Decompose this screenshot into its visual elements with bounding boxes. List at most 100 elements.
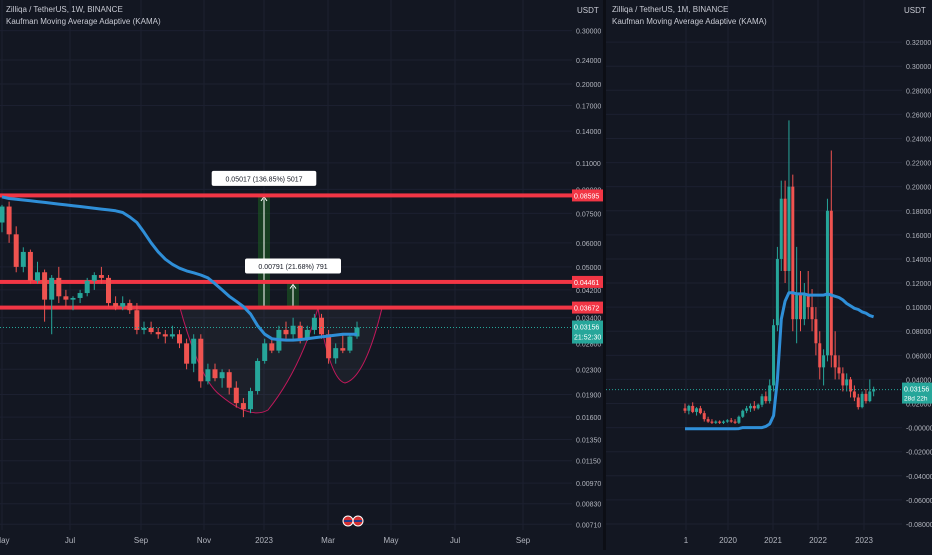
candle-body (814, 319, 818, 344)
monthly-chart-title: Zilliqa / TetherUS, 1M, BINANCE (612, 5, 729, 14)
horizontal-level[interactable]: 0.03672 (0, 301, 603, 314)
y-tick-label: 0.00970 (576, 481, 601, 488)
candle-body (106, 277, 111, 304)
y-tick-label: 0.28000 (906, 88, 931, 95)
monthly-y-axis[interactable]: 0.32000 0.30000 0.28000 0.26000 0.24000 0.220… (906, 40, 932, 529)
candle-body (333, 348, 339, 359)
candle-body (233, 387, 239, 404)
x-tick-label: Sep (516, 536, 531, 545)
candle-body (134, 310, 140, 330)
monthly-chart-pane[interactable]: 0.32000 0.30000 0.28000 0.26000 0.24000 0.220… (606, 0, 932, 550)
candle-body (725, 420, 729, 422)
us-flag-icon[interactable] (342, 515, 364, 527)
candle-body (42, 272, 48, 300)
candle-body (120, 303, 126, 307)
monthly-chart-canvas[interactable]: 0.32000 0.30000 0.28000 0.26000 0.24000 0.220… (606, 0, 932, 550)
candle-body (702, 413, 706, 420)
candle-body (113, 303, 119, 307)
candle-body (98, 275, 104, 278)
x-tick-label: May (0, 536, 10, 545)
candle-body (837, 367, 841, 374)
level-line[interactable] (0, 193, 572, 198)
candle-body (760, 396, 764, 405)
candle-body (219, 372, 225, 379)
candle-body (269, 343, 275, 351)
y-tick-label: 0.24000 (906, 136, 931, 143)
y-tick-label: 0.18000 (906, 209, 931, 216)
candle-body (84, 280, 90, 294)
weekly-x-axis[interactable]: May Jul Sep Nov 2023 Mar May Jul Sep (0, 536, 531, 545)
arrow-up-icon (289, 283, 297, 289)
x-tick-label: 2023 (855, 536, 873, 545)
candle-body (354, 327, 360, 337)
level-price-tag (572, 275, 603, 288)
monthly-chart-header: Zilliqa / TetherUS, 1M, BINANCE Kaufman … (612, 4, 767, 28)
candle-body (240, 403, 246, 410)
candle-body (77, 293, 83, 298)
candle-body (787, 186, 791, 271)
candle-body (687, 405, 691, 411)
flag-stripe (354, 520, 362, 522)
y-tick-label: 0.08000 (906, 329, 931, 336)
candle-body (741, 410, 745, 417)
candle-body (772, 325, 776, 386)
weekly-chart-pane[interactable]: 0.30000 0.24000 0.20000 0.17000 0.14000 0.110… (0, 0, 603, 550)
level-price-label: 0.03672 (574, 306, 599, 313)
candle-body (162, 334, 168, 337)
flag-stripe (344, 520, 352, 522)
measure-label: 0.00791 (21.68%) 791 (258, 264, 327, 271)
last-price-tag (572, 320, 603, 344)
monthly-x-axis[interactable]: 1 2020 2021 2022 2023 (684, 536, 874, 545)
pane-divider[interactable] (603, 0, 606, 550)
x-tick-label: Jul (65, 536, 75, 545)
candle-body (347, 336, 353, 351)
candle-body (791, 186, 795, 320)
weekly-chart-header: Zilliqa / TetherUS, 1W, BINANCE Kaufman … (6, 4, 161, 28)
weekly-chart-canvas[interactable]: 0.30000 0.24000 0.20000 0.17000 0.14000 0.110… (0, 0, 603, 550)
candle-body (752, 405, 756, 409)
y-tick-label: 0.02300 (576, 367, 601, 374)
candle-body (779, 198, 783, 259)
candle-body (155, 332, 161, 335)
candle-body (802, 295, 806, 320)
candle-body (729, 420, 733, 422)
candle-body (255, 360, 261, 392)
candle-body (706, 419, 710, 422)
x-tick-label: Nov (197, 536, 211, 545)
horizontal-level[interactable]: 0.08595 (0, 189, 603, 202)
candle-body (49, 277, 55, 300)
candle-body (872, 389, 876, 392)
y-tick-label: 0.20000 (906, 185, 931, 192)
candle-body (141, 327, 147, 330)
x-tick-label: Mar (321, 536, 335, 545)
y-tick-label: 0.16000 (906, 233, 931, 240)
candle-body (311, 317, 317, 330)
monthly-chart-background (606, 0, 932, 550)
y-tick-label: 0.30000 (576, 29, 601, 36)
y-tick-label: 0.00710 (576, 522, 601, 529)
y-tick-label: 0.04200 (576, 288, 601, 295)
y-tick-label: 0.14000 (906, 257, 931, 264)
y-tick-label: 0.04000 (906, 377, 931, 384)
x-tick-label: 2020 (719, 536, 737, 545)
level-line[interactable] (0, 279, 572, 284)
y-tick-label: 0.01350 (576, 438, 601, 445)
candle-body (841, 373, 845, 386)
candle-body (829, 210, 833, 356)
level-line[interactable] (0, 305, 572, 310)
horizontal-level[interactable]: 0.04461 (0, 275, 603, 288)
candle-body (91, 275, 97, 281)
y-tick-label: -0.04000 (906, 474, 932, 481)
y-tick-label: 0.01900 (576, 392, 601, 399)
candle-body (718, 421, 722, 423)
candle-body (226, 372, 232, 388)
price-range-measure[interactable]: 0.00791 (21.68%) 791 (245, 258, 341, 309)
y-tick-label: 0.00830 (576, 502, 601, 509)
candle-body (733, 421, 737, 423)
level-price-tag (572, 301, 603, 314)
level-price-label: 0.08595 (574, 193, 599, 200)
candle-body (698, 408, 702, 414)
candle-body (710, 421, 714, 423)
candle-body (297, 325, 303, 339)
y-tick-label: 0.01600 (576, 415, 601, 422)
